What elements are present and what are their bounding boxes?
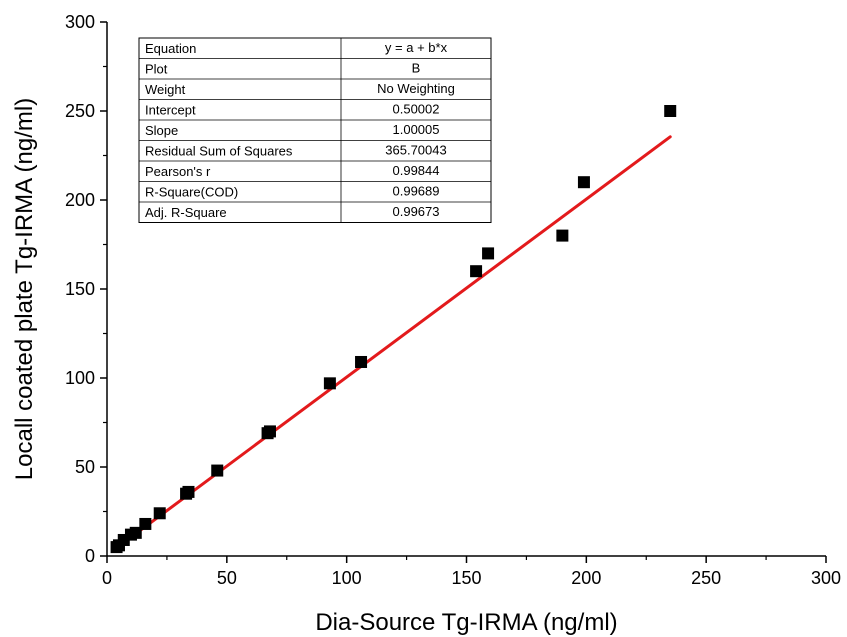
data-point: [263, 425, 276, 438]
data-point: [482, 247, 495, 260]
data-point: [664, 105, 677, 117]
y-axis-title: Locall coated plate Tg-IRMA (ng/ml): [11, 98, 38, 480]
data-point: [323, 377, 336, 390]
linear-fit-line: [115, 135, 672, 550]
stats-value: 0.99673: [393, 204, 440, 219]
stats-label: Weight: [145, 82, 186, 97]
y-tick-label: 50: [75, 457, 95, 477]
x-tick-label: 50: [217, 568, 237, 588]
data-point: [139, 517, 152, 530]
x-tick-label: 250: [691, 568, 721, 588]
stats-label: Slope: [145, 123, 178, 138]
stats-label: Intercept: [145, 103, 196, 118]
x-tick-label: 100: [332, 568, 362, 588]
stats-table-frame: [138, 37, 492, 223]
data-point: [355, 355, 368, 368]
y-tick-label: 200: [65, 190, 95, 210]
y-tick-label: 300: [65, 12, 95, 32]
y-tick-label: 250: [65, 101, 95, 121]
axes: 0 50 100 150 200 250 300 0 50 100 150 200 250 300: [65, 12, 841, 588]
stats-label: Plot: [145, 62, 168, 77]
x-tick-label: 200: [571, 568, 601, 588]
data-point: [470, 265, 483, 278]
stats-value: 1.00005: [393, 122, 440, 137]
stats-table: Equation y = a + b*x Plot B Weight No Weighti…: [138, 37, 492, 223]
data-point: [129, 526, 142, 539]
stats-value: 0.50002: [393, 102, 440, 117]
stats-value: 0.99689: [393, 184, 440, 199]
data-point: [556, 229, 569, 242]
data-points-layer: [110, 105, 677, 554]
data-point: [182, 485, 195, 498]
stats-label: Residual Sum of Squares: [145, 144, 293, 159]
stats-value: No Weighting: [377, 81, 455, 96]
y-tick-label: 150: [65, 279, 95, 299]
x-tick-label: 0: [102, 568, 112, 588]
stats-value: 0.99844: [393, 163, 440, 178]
stats-value: y = a + b*x: [385, 40, 448, 55]
y-tick-label: 0: [85, 546, 95, 566]
stats-label: Equation: [145, 41, 196, 56]
fit-line-layer: [115, 135, 672, 550]
y-tick-label: 100: [65, 368, 95, 388]
stats-value: 365.70043: [385, 143, 446, 158]
x-tick-label: 300: [811, 568, 841, 588]
x-tick-label: 150: [451, 568, 481, 588]
data-point: [577, 176, 590, 189]
stats-label: Pearson's r: [145, 164, 211, 179]
data-point: [211, 464, 224, 477]
stats-value: B: [412, 61, 421, 76]
stats-label: R-Square(COD): [145, 185, 238, 200]
stats-label: Adj. R-Square: [145, 205, 227, 220]
data-point: [153, 507, 166, 520]
x-axis-title: Dia-Source Tg-IRMA (ng/ml): [315, 609, 617, 636]
